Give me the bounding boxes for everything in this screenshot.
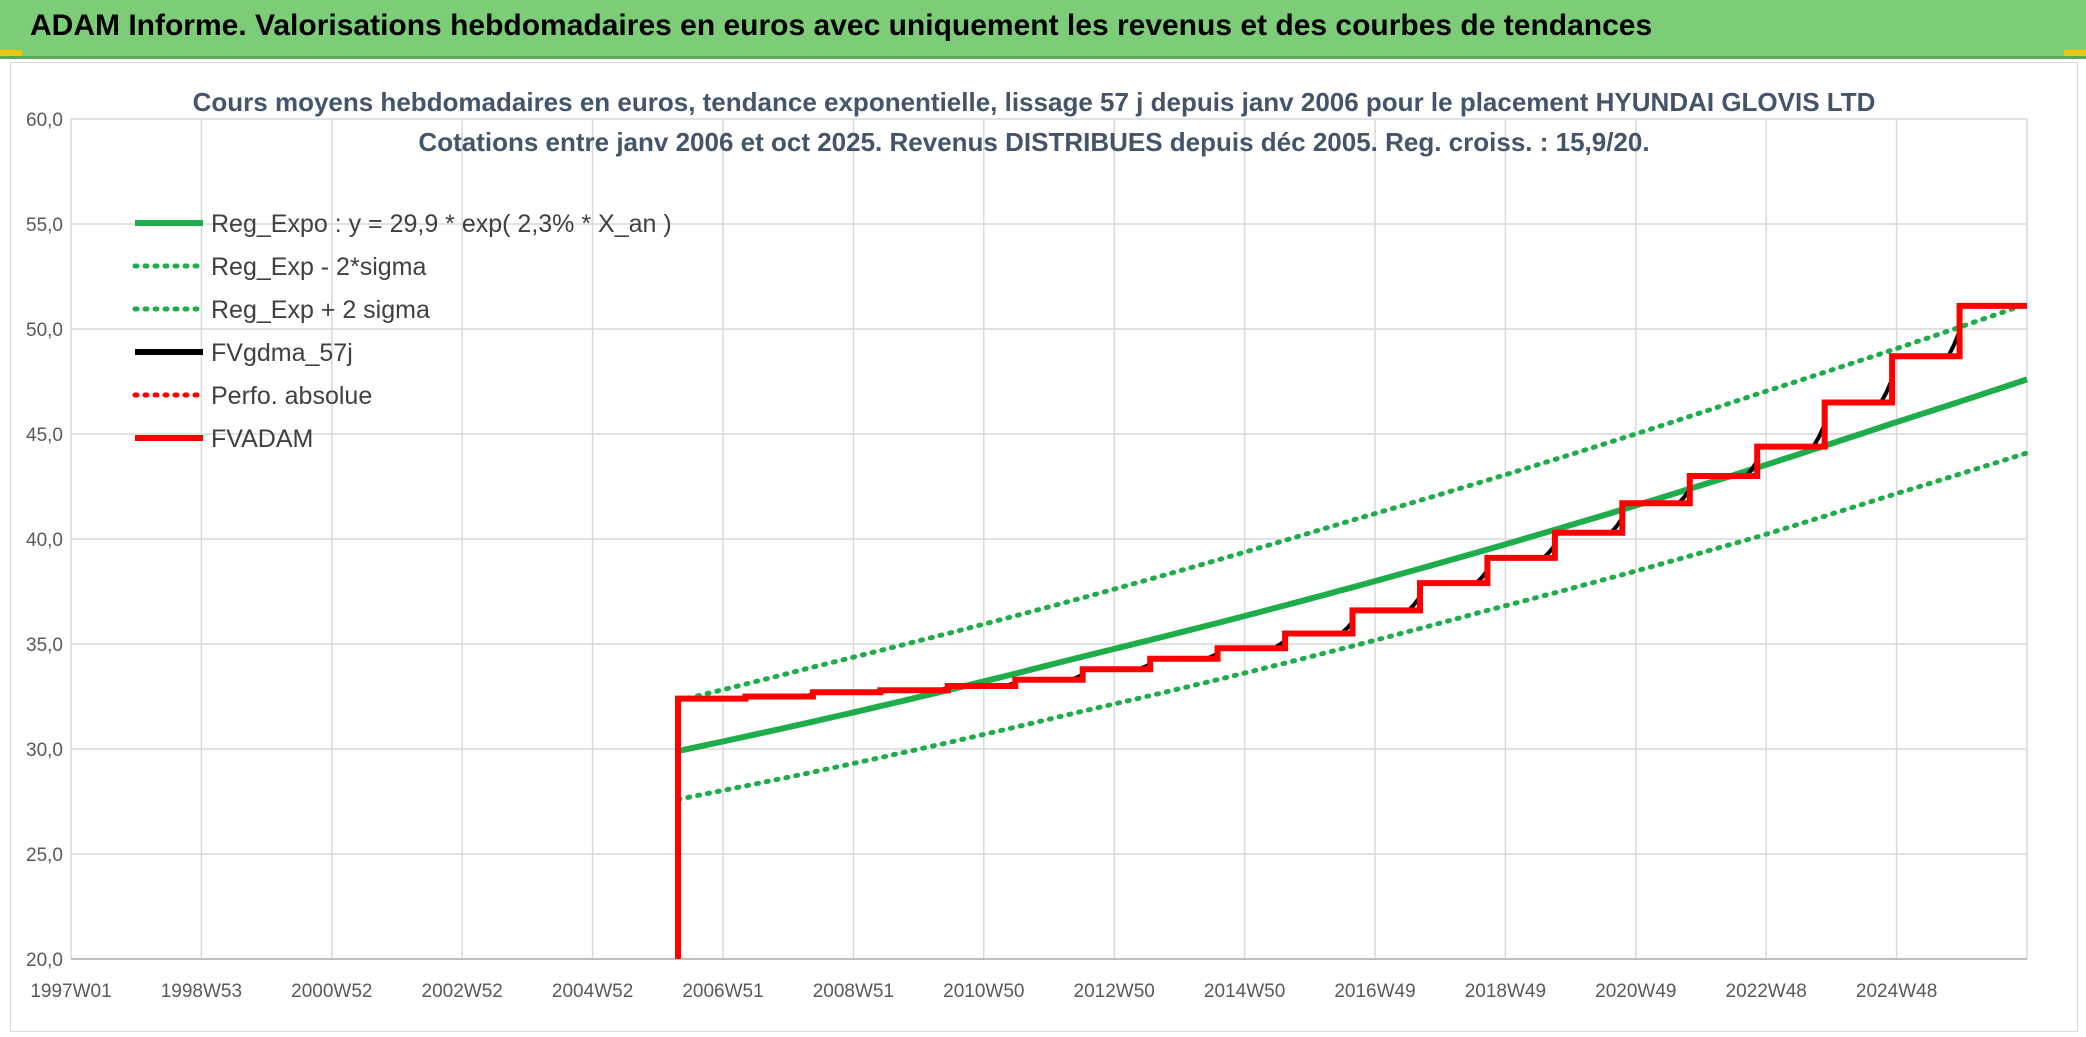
series-line-1	[675, 450, 2030, 802]
x-tick-label: 2000W52	[291, 981, 372, 1002]
x-tick-label: 2022W48	[1726, 981, 1807, 1002]
chart-frame: 20,0 25,0 30,0 35,0 40,0 45,0 50,0 55,0 60,0 1997…	[10, 62, 2078, 1032]
y-tick-label: 60,0	[26, 110, 63, 131]
y-tick-label: 40,0	[26, 530, 63, 551]
chart-svg: 20,0 25,0 30,0 35,0 40,0 45,0 50,0 55,0 60,0 1997…	[26, 87, 2030, 1002]
y-tick-label: 30,0	[26, 740, 63, 761]
y-tick-label: 50,0	[26, 320, 63, 341]
x-tick-label: 2004W52	[552, 981, 633, 1002]
legend-label: FVADAM	[211, 425, 313, 453]
series-line-3	[678, 303, 2027, 701]
x-tick-label: 1998W53	[161, 981, 242, 1002]
report-header: ADAM Informe. Valorisations hebdomadaire…	[0, 0, 2086, 59]
x-tick-label: 2018W49	[1465, 981, 1546, 1002]
x-tick-label: 2010W50	[943, 981, 1024, 1002]
x-tick-label: 2020W49	[1595, 981, 1676, 1002]
x-tick-label: 2012W50	[1074, 981, 1155, 1002]
x-tick-label: 2014W50	[1204, 981, 1285, 1002]
legend-label: Perfo. absolue	[211, 382, 372, 410]
x-tick-label: 1997W01	[30, 981, 111, 1002]
corner-accent-right	[2064, 50, 2086, 56]
y-tick-label: 55,0	[26, 215, 63, 236]
legend-label: Reg_Exp + 2 sigma	[211, 296, 430, 324]
chart-title-line-1: Cours moyens hebdomadaires en euros, ten…	[193, 87, 1876, 117]
corner-accent-left	[0, 50, 22, 56]
report-title: ADAM Informe. Valorisations hebdomadaire…	[30, 9, 1653, 42]
legend-label: Reg_Exp - 2*sigma	[211, 253, 426, 281]
y-tick-label: 45,0	[26, 425, 63, 446]
y-tick-label: 35,0	[26, 635, 63, 656]
x-tick-label: 2006W51	[682, 981, 763, 1002]
chart-title-line-2: Cotations entre janv 2006 et oct 2025. R…	[418, 127, 1649, 157]
grid: 20,0 25,0 30,0 35,0 40,0 45,0 50,0 55,0 60,0 1997…	[26, 110, 2028, 1002]
y-tick-label: 20,0	[26, 950, 63, 971]
legend-label: Reg_Expo : y = 29,9 * exp( 2,3% * X_an )	[211, 210, 672, 238]
series-line-2	[675, 301, 2030, 704]
chart-title: Cours moyens hebdomadaires en euros, ten…	[193, 87, 1876, 157]
legend-label: FVgdma_57j	[211, 339, 353, 367]
x-tick-label: 2024W48	[1856, 981, 1937, 1002]
x-tick-label: 2002W52	[422, 981, 503, 1002]
series-layer	[675, 301, 2030, 959]
legend: Reg_Expo : y = 29,9 * exp( 2,3% * X_an )…	[132, 210, 672, 453]
x-tick-label: 2008W51	[813, 981, 894, 1002]
series-line-5	[675, 302, 2027, 959]
y-tick-label: 25,0	[26, 845, 63, 866]
x-tick-label: 2016W49	[1334, 981, 1415, 1002]
series-line-0	[677, 376, 2028, 755]
